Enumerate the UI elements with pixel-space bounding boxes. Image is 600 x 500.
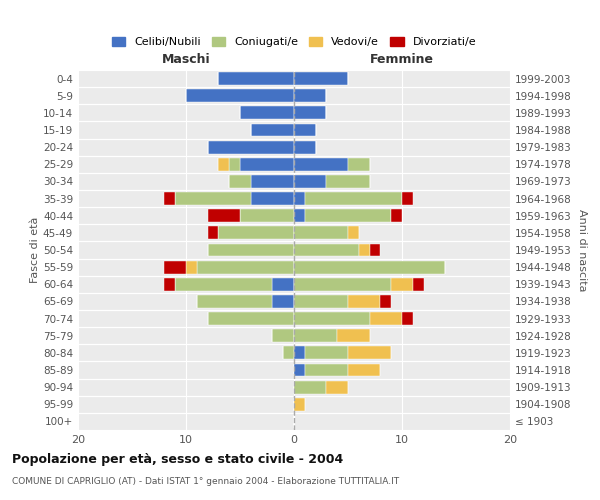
Bar [164, 278, 175, 290]
Y-axis label: Fasce di età: Fasce di età [30, 217, 40, 283]
Bar [218, 226, 294, 239]
Bar [272, 278, 294, 290]
Bar [294, 380, 326, 394]
Bar [218, 72, 294, 85]
Bar [348, 226, 359, 239]
Bar [294, 226, 348, 239]
Bar [326, 380, 348, 394]
Bar [380, 295, 391, 308]
Bar [294, 295, 348, 308]
Bar [294, 192, 305, 205]
Bar [251, 124, 294, 136]
Bar [294, 175, 326, 188]
Bar [175, 192, 251, 205]
Bar [197, 295, 272, 308]
Bar [294, 140, 316, 153]
Bar [326, 175, 370, 188]
Bar [208, 210, 240, 222]
Bar [229, 175, 251, 188]
Bar [402, 312, 413, 325]
Bar [294, 278, 391, 290]
Bar [294, 364, 305, 376]
Bar [197, 260, 294, 274]
Bar [337, 330, 370, 342]
Bar [348, 364, 380, 376]
Bar [348, 295, 380, 308]
Bar [305, 192, 402, 205]
Bar [229, 158, 240, 170]
Bar [294, 244, 359, 256]
Bar [413, 278, 424, 290]
Bar [294, 72, 348, 85]
Bar [272, 330, 294, 342]
Bar [208, 140, 294, 153]
Bar [164, 192, 175, 205]
Bar [294, 210, 305, 222]
Text: Popolazione per età, sesso e stato civile - 2004: Popolazione per età, sesso e stato civil… [12, 452, 343, 466]
Bar [251, 175, 294, 188]
Bar [294, 158, 348, 170]
Bar [359, 244, 370, 256]
Text: Maschi: Maschi [161, 54, 211, 66]
Bar [240, 210, 294, 222]
Bar [175, 278, 272, 290]
Bar [402, 192, 413, 205]
Bar [348, 346, 391, 360]
Bar [251, 192, 294, 205]
Bar [370, 244, 380, 256]
Bar [240, 106, 294, 120]
Bar [294, 346, 305, 360]
Bar [294, 330, 337, 342]
Bar [294, 260, 445, 274]
Bar [305, 364, 348, 376]
Bar [305, 346, 348, 360]
Bar [208, 312, 294, 325]
Bar [348, 158, 370, 170]
Bar [294, 106, 326, 120]
Bar [391, 210, 402, 222]
Bar [186, 90, 294, 102]
Text: COMUNE DI CAPRIGLIO (AT) - Dati ISTAT 1° gennaio 2004 - Elaborazione TUTTITALIA.: COMUNE DI CAPRIGLIO (AT) - Dati ISTAT 1°… [12, 478, 399, 486]
Legend: Celibi/Nubili, Coniugati/e, Vedovi/e, Divorziati/e: Celibi/Nubili, Coniugati/e, Vedovi/e, Di… [107, 32, 481, 52]
Bar [218, 158, 229, 170]
Bar [294, 312, 370, 325]
Bar [164, 260, 186, 274]
Bar [272, 295, 294, 308]
Bar [208, 244, 294, 256]
Bar [294, 124, 316, 136]
Bar [370, 312, 402, 325]
Y-axis label: Anni di nascita: Anni di nascita [577, 209, 587, 291]
Bar [294, 398, 305, 410]
Bar [294, 90, 326, 102]
Bar [186, 260, 197, 274]
Bar [240, 158, 294, 170]
Text: Femmine: Femmine [370, 54, 434, 66]
Bar [208, 226, 218, 239]
Bar [305, 210, 391, 222]
Bar [283, 346, 294, 360]
Bar [391, 278, 413, 290]
